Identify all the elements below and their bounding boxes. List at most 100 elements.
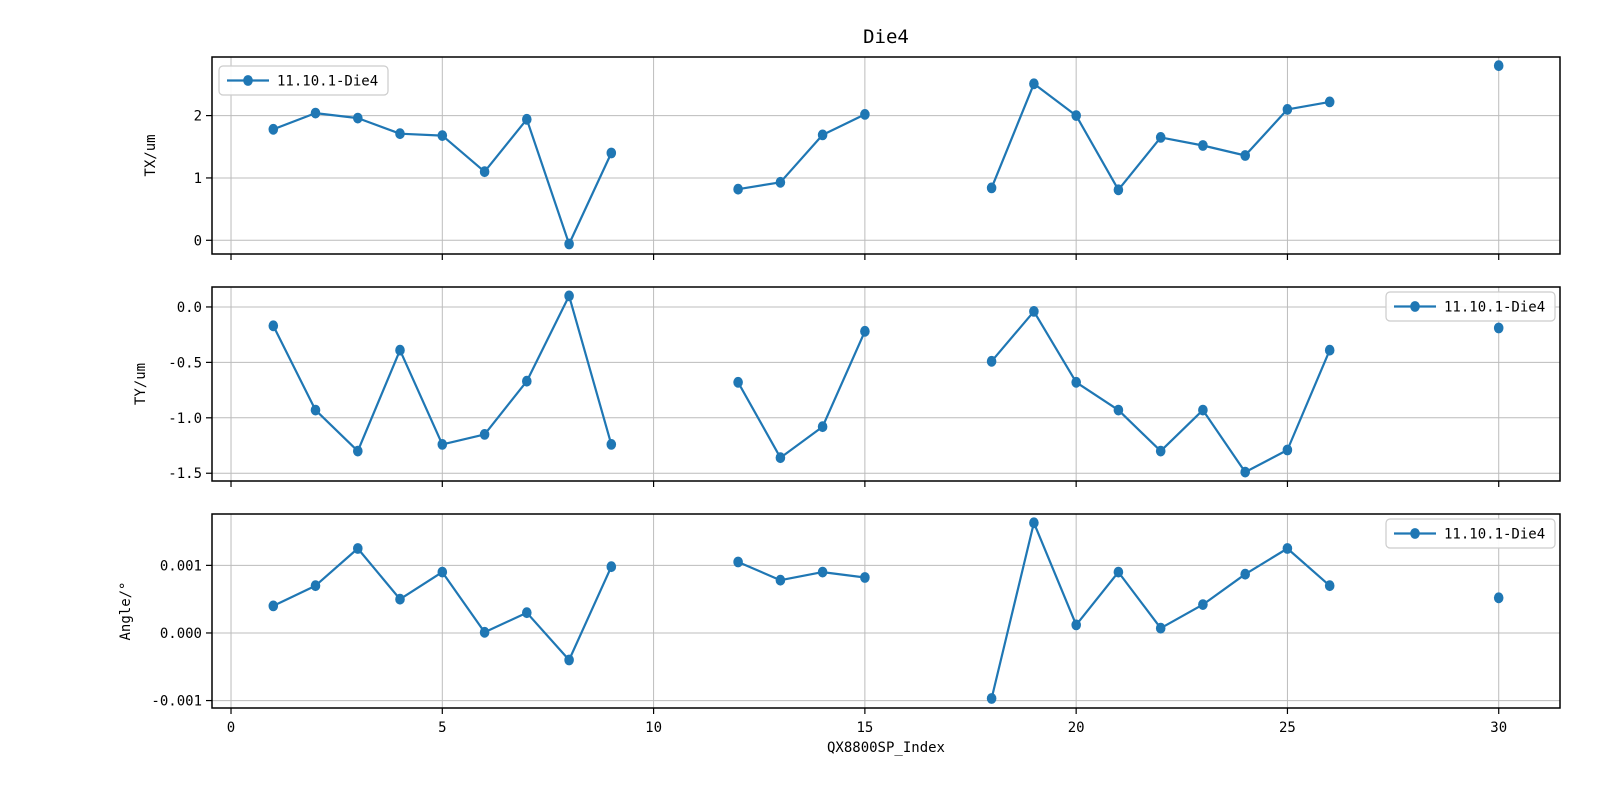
legend-box xyxy=(218,65,389,96)
y-axis-label: Angle/° xyxy=(118,581,134,640)
data-point xyxy=(606,147,617,159)
data-point xyxy=(564,290,574,302)
data-point xyxy=(522,113,532,125)
data-point xyxy=(860,572,870,583)
data-point xyxy=(353,112,363,124)
y-axis-label: TY/um xyxy=(133,363,149,405)
y-tick-label: -0.5 xyxy=(168,355,202,371)
data-point xyxy=(268,123,279,135)
data-point xyxy=(817,421,828,433)
data-point xyxy=(268,600,279,612)
axes-spines xyxy=(211,56,1561,255)
y-tick-label: 1 xyxy=(194,171,202,187)
x-tick-label: 10 xyxy=(645,720,662,736)
data-point xyxy=(310,107,321,119)
data-point xyxy=(564,654,574,666)
legend-label: 11.10.1-Die4 xyxy=(1444,300,1545,316)
y-tick-label: 0.001 xyxy=(160,558,202,574)
data-point xyxy=(986,355,997,367)
data-point xyxy=(1155,622,1166,634)
legend-box xyxy=(1385,518,1556,549)
data-point xyxy=(986,182,997,194)
y-tick-label: 0.0 xyxy=(177,300,202,316)
data-point xyxy=(775,452,786,464)
data-point xyxy=(733,556,743,568)
data-point xyxy=(522,375,532,387)
data-point xyxy=(522,607,532,619)
data-point xyxy=(1071,376,1081,388)
data-point xyxy=(733,183,743,195)
data-point xyxy=(606,439,617,450)
subplot-1: 0 1 2 TX/um 11.10.1-Die4 xyxy=(143,56,1561,260)
data-point xyxy=(1240,466,1250,478)
data-point xyxy=(1282,444,1293,456)
data-point xyxy=(395,128,405,140)
data-point xyxy=(353,543,363,554)
data-point xyxy=(1240,568,1250,580)
y-tick-label: -0.001 xyxy=(151,694,202,710)
data-point xyxy=(1324,96,1335,108)
x-tick-label: 5 xyxy=(438,720,446,736)
data-point xyxy=(353,445,363,457)
axes-spines xyxy=(211,513,1561,709)
legend-marker-icon xyxy=(1410,301,1420,312)
data-point xyxy=(733,376,743,388)
data-point xyxy=(1493,60,1504,72)
data-point xyxy=(860,109,870,120)
data-point xyxy=(1198,404,1208,416)
data-point xyxy=(437,566,448,578)
series-line xyxy=(273,296,1498,472)
series-line xyxy=(273,66,1498,244)
data-point xyxy=(817,566,828,578)
data-point xyxy=(1324,580,1335,592)
data-point xyxy=(1029,78,1039,90)
data-point xyxy=(1240,150,1250,161)
figure-title: Die4 xyxy=(863,26,909,48)
legend: 11.10.1-Die4 xyxy=(1385,518,1556,549)
data-point xyxy=(1198,599,1208,610)
legend-marker-icon xyxy=(1410,528,1420,539)
data-point xyxy=(1113,404,1124,416)
legend-box xyxy=(1385,291,1556,322)
series-line xyxy=(273,523,1498,699)
data-point xyxy=(395,344,405,356)
data-point xyxy=(860,325,870,337)
legend-label: 11.10.1-Die4 xyxy=(277,74,378,90)
legend: 11.10.1-Die4 xyxy=(1385,291,1556,322)
y-tick-label: -1.5 xyxy=(168,466,202,482)
y-axis-label: TX/um xyxy=(143,134,159,176)
data-point xyxy=(1071,619,1081,631)
data-point xyxy=(395,593,405,605)
data-point xyxy=(1155,132,1166,143)
x-tick-label: 15 xyxy=(856,720,873,736)
data-point xyxy=(1493,322,1504,334)
y-tick-label: 0 xyxy=(194,233,202,249)
axes-spines xyxy=(211,286,1561,482)
x-tick-label: 25 xyxy=(1279,720,1296,736)
subplot-3: 0 5 10 15 20 25 30 0.001 0.000 -0.001 Angle/° 11.10… xyxy=(118,513,1561,736)
data-point xyxy=(775,176,786,188)
data-point xyxy=(1029,517,1039,529)
data-point xyxy=(564,238,574,250)
data-point xyxy=(1282,104,1293,115)
x-axis-label: QX8800SP_Index xyxy=(826,740,945,756)
data-point xyxy=(1113,566,1124,578)
y-tick-label: 2 xyxy=(194,109,202,125)
y-tick-label: 0.000 xyxy=(160,626,202,642)
x-tick-label: 0 xyxy=(227,720,235,736)
x-tick-label: 30 xyxy=(1490,720,1507,736)
data-point xyxy=(268,320,279,332)
subplot-2: 0.0 -0.5 -1.0 -1.5 TY/um 11.10.1-Die4 xyxy=(133,286,1561,487)
data-point xyxy=(1324,344,1335,356)
legend-label: 11.10.1-Die4 xyxy=(1444,527,1545,543)
data-point xyxy=(1071,110,1081,121)
data-point xyxy=(310,580,321,592)
data-point xyxy=(986,693,997,704)
data-point xyxy=(310,404,321,416)
y-tick-label: -1.0 xyxy=(168,411,202,427)
data-point xyxy=(437,130,448,142)
legend: 11.10.1-Die4 xyxy=(218,65,389,96)
data-point xyxy=(479,626,490,638)
data-point xyxy=(479,166,490,178)
